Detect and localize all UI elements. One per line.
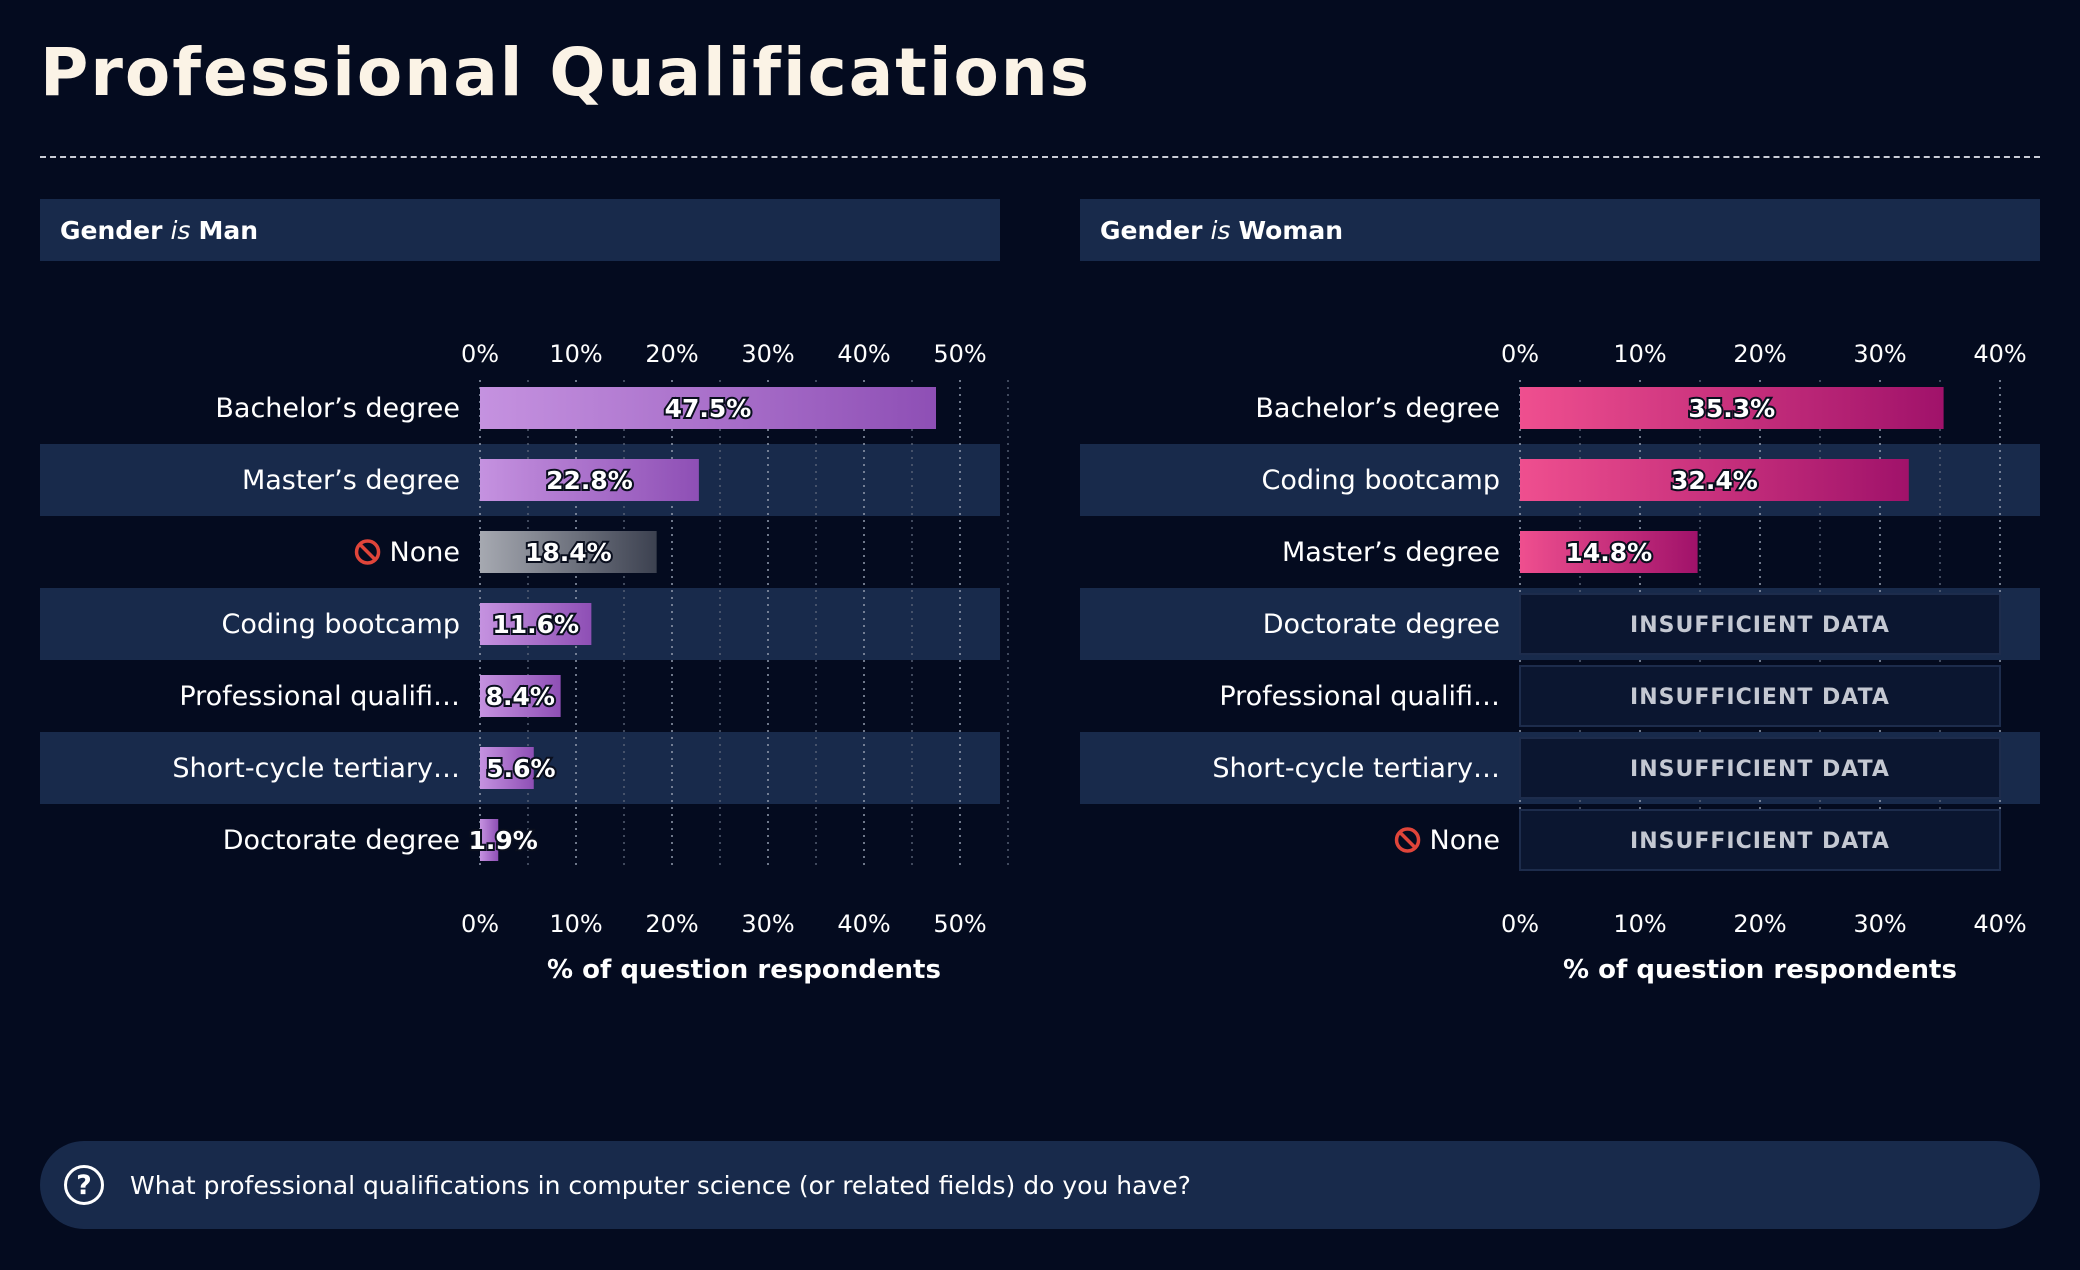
facet-operator: is [170, 215, 191, 245]
bar-value-label: 5.6% [486, 754, 555, 783]
category-label: Master’s degree [242, 465, 460, 496]
facet-value: Man [198, 215, 258, 245]
prohibited-icon [1394, 827, 1421, 853]
facet-value: Woman [1238, 215, 1344, 245]
question-footer: ? What professional qualifications in co… [40, 1141, 2040, 1229]
bar [480, 387, 936, 429]
bar [480, 459, 699, 501]
x-tick-label-bottom: 40% [837, 910, 890, 938]
chart-gender-man: 0% 0% 10% 10% 20% 20% 30% 30% 40% 40% 50% 50% % of q… [40, 340, 1009, 985]
insufficient-data-box [1519, 809, 2001, 871]
bar-value-label: 22.8% [546, 466, 633, 495]
category-label: None [390, 537, 460, 568]
x-tick-label-top: 20% [1733, 340, 1786, 368]
category-label: None [1430, 825, 1500, 856]
bar [1520, 531, 1698, 573]
x-tick-label-top: 10% [1613, 340, 1666, 368]
insufficient-data-label: INSUFFICIENT DATA [1630, 685, 1890, 710]
title-divider [40, 156, 2040, 158]
question-circle-icon[interactable]: ? [64, 1165, 104, 1205]
insufficient-data-label: INSUFFICIENT DATA [1630, 613, 1890, 638]
insufficient-data-label: INSUFFICIENT DATA [1630, 757, 1890, 782]
x-tick-label-bottom: 20% [1733, 910, 1786, 938]
x-tick-label-top: 30% [1853, 340, 1906, 368]
bar-value-label: 8.4% [486, 682, 555, 711]
x-axis-title: % of question respondents [1563, 955, 1957, 985]
category-label: Short-cycle tertiary… [1212, 753, 1500, 784]
insufficient-data-box [1519, 665, 2001, 727]
category-label: Short-cycle tertiary… [172, 753, 460, 784]
bar-value-label: 35.3% [1688, 394, 1775, 423]
bar-value-label: 14.8% [1565, 538, 1652, 567]
x-tick-label-bottom: 0% [1501, 910, 1539, 938]
category-label: Professional qualifi… [1219, 681, 1500, 712]
facet-prefix: Gender [60, 215, 163, 245]
x-tick-label-top: 30% [741, 340, 794, 368]
facet-header-woman: Gender is Woman [1080, 199, 2040, 261]
category-label: Professional qualifi… [179, 681, 460, 712]
x-tick-label-bottom: 0% [461, 910, 499, 938]
chart-gender-woman: 0% 0% 10% 10% 20% 20% 30% 30% 40% 40% % of questio… [1080, 340, 2040, 985]
bar [480, 603, 592, 645]
x-tick-label-bottom: 30% [741, 910, 794, 938]
x-tick-label-bottom: 30% [1853, 910, 1906, 938]
category-label: Coding bootcamp [222, 609, 460, 640]
bar [480, 747, 534, 789]
bar-value-label: 18.4% [525, 538, 612, 567]
x-tick-label-top: 50% [933, 340, 986, 368]
x-tick-label-bottom: 20% [645, 910, 698, 938]
bar [480, 819, 499, 861]
bar-value-label: 32.4% [1671, 466, 1758, 495]
x-tick-label-bottom: 50% [933, 910, 986, 938]
facet-operator: is [1210, 215, 1231, 245]
x-tick-label-bottom: 40% [1973, 910, 2026, 938]
category-label: Bachelor’s degree [215, 393, 460, 424]
x-tick-label-bottom: 10% [549, 910, 602, 938]
category-label: Doctorate degree [1263, 609, 1500, 640]
facet-prefix: Gender [1100, 215, 1203, 245]
question-text: What professional qualifications in comp… [130, 1170, 1191, 1200]
prohibited-icon [354, 539, 381, 565]
x-tick-label-top: 0% [1501, 340, 1539, 368]
facet-header-man: Gender is Man [40, 199, 1000, 261]
page-title: Professional Qualifications [40, 34, 1092, 111]
bar-value-label: 11.6% [492, 610, 579, 639]
bar [1520, 459, 1909, 501]
x-axis-title: % of question respondents [547, 955, 941, 985]
bar-value-label: 1.9% [468, 826, 537, 855]
insufficient-data-box [1519, 737, 2001, 799]
bar [480, 531, 657, 573]
x-tick-label-top: 20% [645, 340, 698, 368]
x-tick-label-top: 0% [461, 340, 499, 368]
bar [480, 675, 561, 717]
category-label: Coding bootcamp [1262, 465, 1500, 496]
bar [1520, 387, 1944, 429]
category-label: Bachelor’s degree [1255, 393, 1500, 424]
insufficient-data-box [1519, 593, 2001, 655]
category-label: Doctorate degree [223, 825, 460, 856]
x-tick-label-bottom: 10% [1613, 910, 1666, 938]
x-tick-label-top: 10% [549, 340, 602, 368]
x-tick-label-top: 40% [1973, 340, 2026, 368]
category-label: Master’s degree [1282, 537, 1500, 568]
x-tick-label-top: 40% [837, 340, 890, 368]
insufficient-data-label: INSUFFICIENT DATA [1630, 829, 1890, 854]
bar-value-label: 47.5% [665, 394, 752, 423]
